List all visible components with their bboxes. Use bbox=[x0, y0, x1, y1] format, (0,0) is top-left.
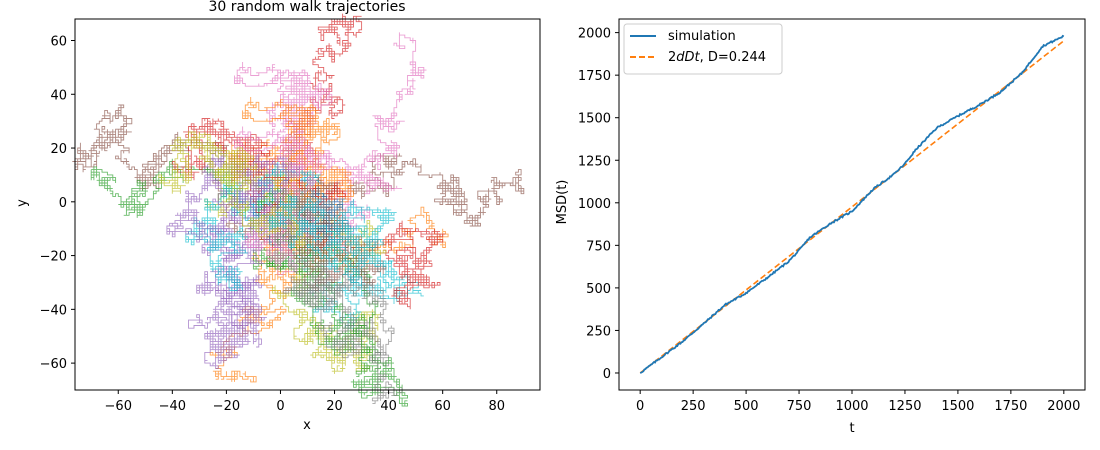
y-tick-label: 750 bbox=[586, 239, 611, 254]
y-tick-label: 20 bbox=[50, 142, 67, 157]
y-tick-label: 60 bbox=[50, 35, 67, 50]
y-tick-label: −40 bbox=[40, 303, 67, 318]
msd-legend: simulation 2dDt, D=0.244 bbox=[623, 23, 783, 75]
x-tick-label: 1250 bbox=[888, 399, 921, 414]
x-tick-label: 0 bbox=[276, 399, 284, 414]
x-tick-label: 2000 bbox=[1047, 399, 1080, 414]
y-tick-label: 1750 bbox=[578, 69, 611, 84]
x-tick-label: 1000 bbox=[835, 399, 868, 414]
trajectory-line bbox=[258, 187, 446, 310]
x-tick-label: 750 bbox=[787, 399, 812, 414]
trajectory-line bbox=[209, 190, 327, 383]
y-tick-label: 2000 bbox=[578, 27, 611, 42]
x-tick-label: −60 bbox=[105, 399, 132, 414]
y-tick-label: 0 bbox=[603, 367, 611, 382]
y-tick-label: 1000 bbox=[578, 197, 611, 212]
trajectory-line bbox=[188, 198, 284, 369]
trajectory-line bbox=[271, 187, 403, 404]
x-tick-label: 20 bbox=[326, 399, 343, 414]
msd-x-axis-label: t bbox=[849, 421, 854, 436]
x-tick-label: 1750 bbox=[994, 399, 1027, 414]
trajectory-plot-frame bbox=[74, 18, 541, 391]
x-tick-label: 250 bbox=[681, 399, 706, 414]
y-tick-label: 1500 bbox=[578, 112, 611, 127]
trajectory-x-axis-label: x bbox=[303, 418, 311, 433]
y-tick-label: 0 bbox=[59, 196, 67, 211]
x-tick-label: −20 bbox=[213, 399, 240, 414]
simulation-line bbox=[639, 34, 1065, 374]
legend-fit-label-part: , D=0.244 bbox=[700, 50, 766, 65]
msd-y-axis-label: MSD(t) bbox=[555, 180, 570, 225]
trajectory-plot: 30 random walk trajectories −60 −40 −20 0 20… bbox=[15, 0, 541, 433]
x-tick-label: 0 bbox=[636, 399, 644, 414]
y-tick-label: 500 bbox=[586, 282, 611, 297]
y-tick-label: −20 bbox=[40, 250, 67, 265]
trajectory-y-axis-label: y bbox=[15, 199, 30, 207]
msd-axes-ticks: 0 250 500 750 1000 1250 1500 1750 2000 0 250 500 750… bbox=[578, 27, 1080, 414]
legend-simulation-label: simulation bbox=[668, 29, 736, 44]
y-tick-label: 40 bbox=[50, 88, 67, 103]
legend-fit-label-part: 2 bbox=[668, 50, 676, 65]
x-tick-label: 40 bbox=[380, 399, 397, 414]
y-tick-label: 250 bbox=[586, 324, 611, 339]
y-tick-label: −60 bbox=[40, 357, 67, 372]
msd-series-lines bbox=[639, 34, 1065, 374]
y-tick-label: 1250 bbox=[578, 154, 611, 169]
legend-frame bbox=[623, 23, 783, 75]
legend-fit-label: 2dDt, D=0.244 bbox=[668, 50, 766, 65]
trajectory-axes-ticks: −60 −40 −20 0 20 40 60 80 −60 −40 −20 0 20 40 60 bbox=[40, 35, 505, 414]
trajectory-line bbox=[269, 195, 397, 288]
x-tick-label: 500 bbox=[734, 399, 759, 414]
x-tick-label: 1500 bbox=[941, 399, 974, 414]
trajectory-plot-title: 30 random walk trajectories bbox=[208, 0, 405, 15]
x-tick-label: 60 bbox=[434, 399, 451, 414]
msd-plot: 0 250 500 750 1000 1250 1500 1750 2000 0 250 500 750… bbox=[555, 18, 1086, 436]
x-tick-label: −40 bbox=[159, 399, 186, 414]
trajectory-line bbox=[231, 187, 381, 374]
trajectory-lines bbox=[72, 13, 525, 407]
legend-fit-label-part-italic: dDt bbox=[676, 50, 700, 65]
x-tick-label: 80 bbox=[488, 399, 505, 414]
msd-plot-frame bbox=[618, 18, 1086, 391]
